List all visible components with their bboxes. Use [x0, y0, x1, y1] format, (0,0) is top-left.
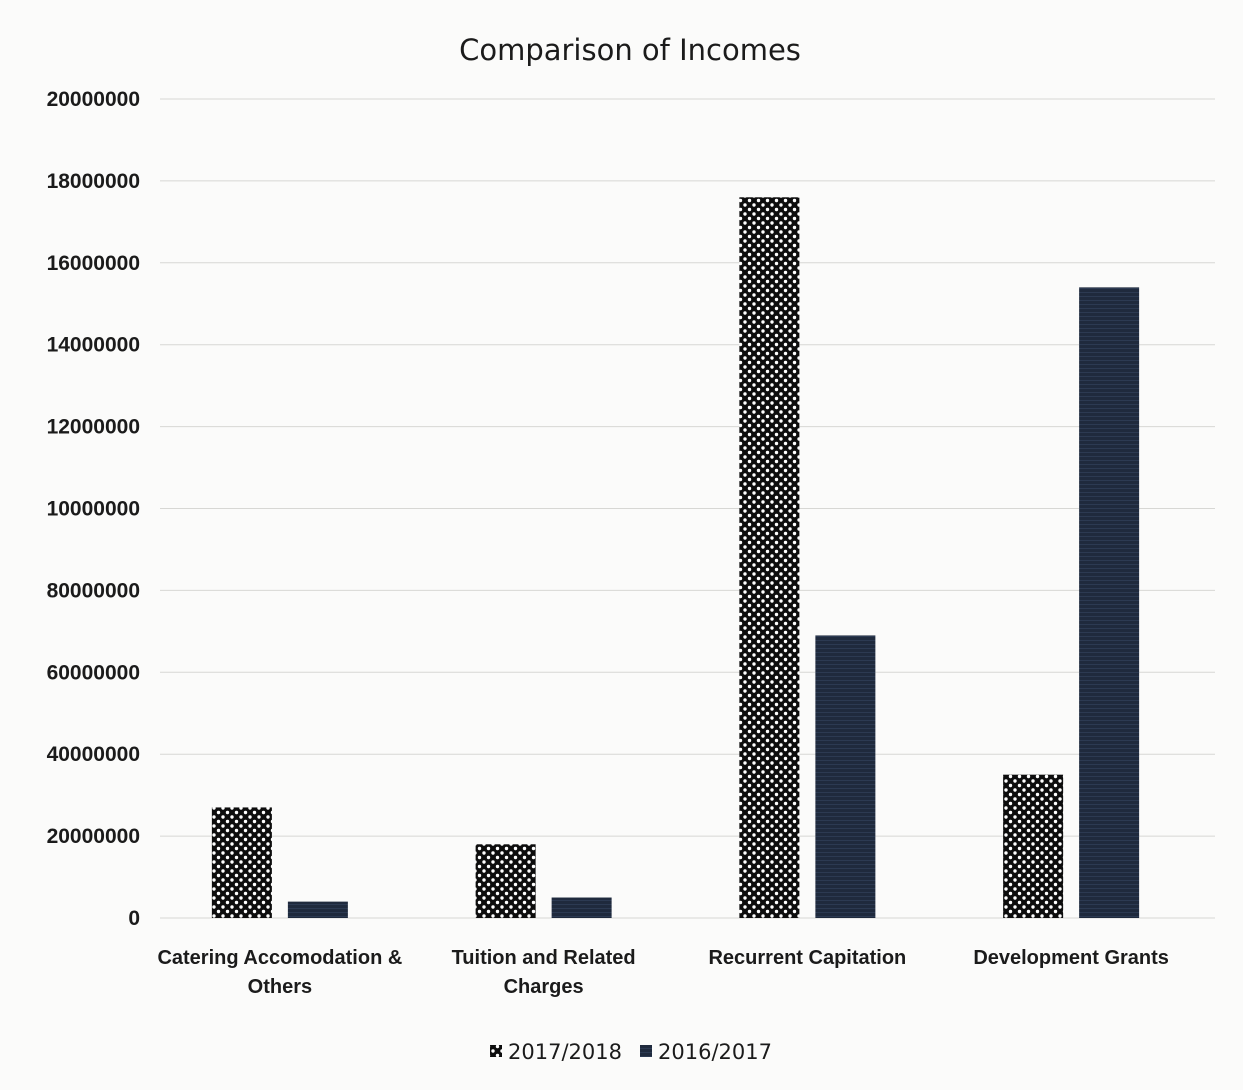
x-tick-label: Recurrent Capitation: [708, 947, 906, 969]
y-tick-label: 16000000: [47, 252, 140, 275]
y-tick-label: 20000000: [47, 825, 140, 848]
y-tick-label: 14000000: [47, 334, 140, 357]
x-tick-label-line: Recurrent Capitation: [708, 947, 906, 969]
bar-2017-2018-0: [211, 807, 272, 918]
legend-swatch-2016-2017: [640, 1045, 652, 1057]
y-tick-label: 12000000: [47, 416, 140, 439]
y-tick-label: 10000000: [47, 498, 140, 521]
bar-2016-2017-3: [1079, 287, 1140, 918]
bar-2017-2018-1: [475, 844, 536, 918]
y-tick-label: 18000000: [47, 170, 140, 193]
x-tick-label: Tuition and Related Charges: [452, 947, 636, 998]
bar-2017-2018-2: [739, 197, 800, 918]
chart-title: Comparison of Incomes: [459, 33, 801, 67]
y-tick-label: 0: [128, 907, 140, 930]
x-tick-label: Catering Accomodation & Others: [157, 947, 402, 998]
legend-label: 2017/2018: [508, 1040, 622, 1064]
x-tick-label-line: Development Grants: [973, 947, 1169, 969]
bar-2016-2017-0: [287, 901, 348, 918]
x-tick-label-line: Charges: [504, 976, 584, 998]
bars: [211, 197, 1140, 918]
legend-swatch-2017-2018: [490, 1045, 502, 1057]
legend-label: 2016/2017: [658, 1040, 772, 1064]
gridlines: [160, 98, 1215, 919]
bar-2016-2017-1: [551, 897, 612, 918]
y-tick-label: 40000000: [47, 743, 140, 766]
y-tick-label: 60000000: [47, 661, 140, 684]
y-axis: 0 20000000 40000000 60000000 80000000 1000000…: [47, 88, 140, 930]
x-tick-label-line: Catering Accomodation &: [157, 947, 402, 969]
x-tick-label-line: Tuition and Related: [452, 947, 636, 969]
bar-2016-2017-2: [815, 635, 876, 918]
x-tick-label-line: Others: [248, 976, 312, 998]
y-tick-label: 20000000: [47, 88, 140, 111]
legend: 2017/2018 2016/2017: [490, 1040, 772, 1064]
x-axis: Catering Accomodation & Others Tuition and…: [157, 947, 1168, 998]
bar-2017-2018-3: [1003, 774, 1064, 918]
x-tick-label: Development Grants: [973, 947, 1169, 969]
y-tick-label: 80000000: [47, 579, 140, 602]
